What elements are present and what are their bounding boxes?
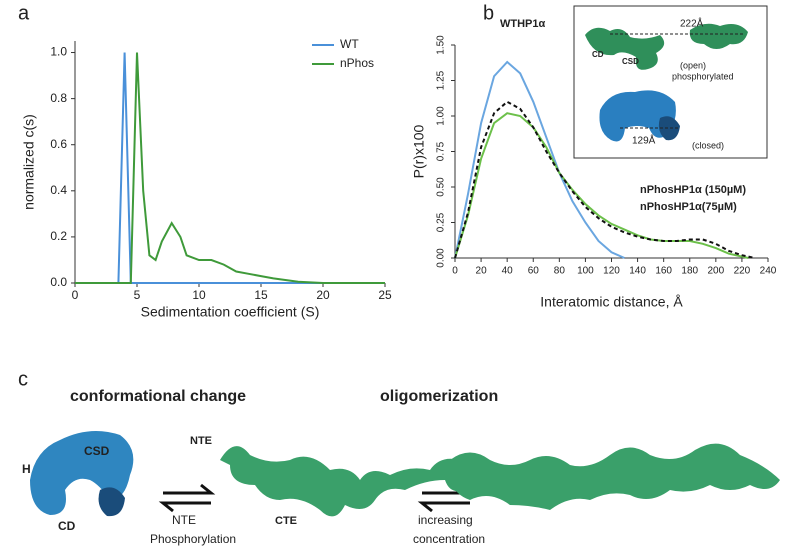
protein-closed: [599, 90, 676, 142]
domain-label: CSD: [84, 444, 110, 458]
arrow-label: concentration: [413, 532, 485, 546]
heading: oligomerization: [380, 388, 498, 405]
y-tick-label: 0.6: [50, 137, 67, 151]
series-line: [454, 60, 625, 259]
y-tick-label: 1.50: [436, 35, 447, 55]
y-tick-label: 1.00: [436, 106, 447, 126]
y-tick-label: 0.00: [436, 248, 447, 268]
x-tick-label: 10: [192, 288, 206, 302]
x-tick-label: 100: [577, 266, 594, 277]
domain-label: H: [22, 462, 31, 476]
x-tick-label: 200: [707, 266, 724, 277]
panel-label: c: [18, 368, 28, 390]
x-tick-label: 25: [378, 288, 392, 302]
y-tick-label: 1.25: [436, 70, 447, 90]
y-tick-label: 0.0: [50, 275, 67, 289]
series-label: WTHP1α: [500, 18, 546, 30]
arrow-label: increasing: [418, 513, 473, 527]
y-tick-label: 1.0: [50, 45, 67, 59]
panel-label: b: [483, 2, 494, 24]
inset: 222Å CD CSD (open) phosphorylated 129Å (…: [573, 5, 768, 159]
series-label: nPhosHP1α (150µM): [640, 184, 746, 196]
x-tick-label: 15: [254, 288, 268, 302]
series-line: [75, 52, 385, 284]
x-tick-label: 0: [72, 288, 79, 302]
x-tick-label: 180: [681, 266, 698, 277]
series-line: [75, 52, 385, 284]
inset-text: phosphorylated: [672, 71, 734, 81]
x-tick-label: 220: [734, 266, 751, 277]
series-line: [454, 100, 756, 259]
equilibrium-arrow: [158, 483, 216, 513]
protein-closed: [98, 487, 125, 517]
x-tick-label: 0: [452, 266, 458, 277]
x-tick-label: 120: [603, 266, 620, 277]
arrow-label: Phosphorylation: [150, 532, 236, 546]
inset-text: CSD: [622, 57, 639, 66]
protein-closed: [658, 116, 680, 141]
series-label: nPhosHP1α(75µM): [640, 201, 737, 213]
x-tick-label: 140: [629, 266, 646, 277]
x-tick-label: 160: [655, 266, 672, 277]
x-tick-label: 80: [554, 266, 566, 277]
panel-label: a: [18, 2, 30, 24]
y-tick-label: 0.4: [50, 183, 67, 197]
protein-open: [585, 27, 665, 70]
inset-text: (open): [680, 60, 706, 70]
x-tick-label: 20: [476, 266, 488, 277]
x-axis-label: Interatomic distance, Å: [540, 294, 683, 310]
legend-label: WT: [340, 37, 359, 51]
protein-oligomer: [450, 443, 780, 510]
y-tick-label: 0.25: [436, 212, 447, 232]
y-tick-label: 0.2: [50, 229, 67, 243]
arrow-label: NTE: [172, 513, 196, 527]
x-tick-label: 240: [760, 266, 777, 277]
x-tick-label: 20: [316, 288, 330, 302]
inset-text: (closed): [692, 140, 724, 150]
y-tick-label: 0.75: [436, 141, 447, 161]
x-tick-label: 60: [528, 266, 540, 277]
x-tick-label: 40: [502, 266, 514, 277]
panel-c: conformational change oligomerization CS…: [22, 388, 780, 546]
y-tick-label: 0.50: [436, 177, 447, 197]
domain-label: CD: [58, 519, 76, 533]
x-tick-label: 5: [134, 288, 141, 302]
protein-open: [689, 23, 748, 49]
y-tick-label: 0.8: [50, 91, 67, 105]
heading: conformational change: [70, 388, 246, 405]
inset-text: 129Å: [632, 134, 656, 147]
legend-label: nPhos: [340, 56, 374, 70]
domain-label: CTE: [275, 515, 297, 527]
domain-label: NTE: [190, 435, 212, 447]
series-line: [454, 112, 749, 259]
x-axis-label: Sedimentation coefficient (S): [141, 304, 320, 320]
inset-text: CD: [592, 50, 604, 59]
y-axis-label: normalized c(s): [21, 114, 37, 210]
protein-open: [220, 446, 469, 517]
inset-text: 222Å: [680, 17, 704, 30]
y-axis-label: P(r)x100: [411, 124, 427, 178]
